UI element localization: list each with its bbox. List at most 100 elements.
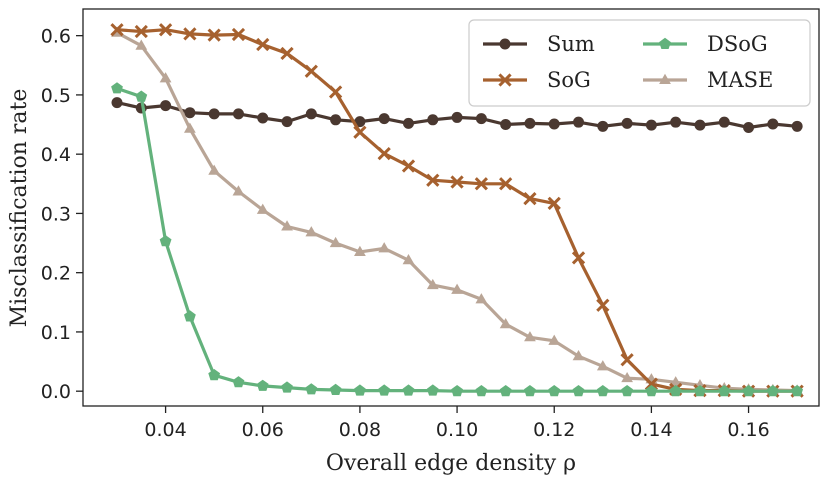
- data-point-sog: [256, 37, 270, 52]
- data-point-sog: [620, 353, 634, 367]
- data-point-mase: [499, 318, 512, 329]
- data-point-dsog: [499, 385, 512, 397]
- legend-frame: [468, 19, 811, 107]
- data-point-dsog: [475, 385, 488, 397]
- data-point-dsog: [329, 383, 342, 395]
- legend-marker-mase: [659, 73, 671, 85]
- data-point-sum: [548, 118, 560, 130]
- data-point-dsog: [669, 385, 682, 397]
- legend-item-sum: Sum: [483, 32, 595, 56]
- data-point-sum: [427, 114, 439, 126]
- series-line-dsog: [116, 86, 798, 393]
- legend-label-sog: SoG: [547, 68, 591, 92]
- data-point-sum: [111, 97, 123, 109]
- data-point-mase: [669, 376, 682, 387]
- data-point-dsog: [451, 385, 463, 397]
- data-point-dsog: [791, 385, 803, 397]
- y-tick-label: 0.6: [41, 26, 71, 48]
- data-point-sog: [134, 24, 148, 39]
- data-point-dsog: [572, 385, 585, 397]
- x-tick-label: 0.16: [727, 419, 769, 441]
- data-point-mase: [183, 122, 196, 133]
- data-point-sog: [523, 191, 537, 206]
- data-point-dsog: [256, 379, 269, 391]
- series-dsog: [111, 82, 803, 397]
- data-point-dsog: [694, 385, 706, 397]
- x-tick-label: 0.14: [630, 419, 672, 441]
- data-point-mase: [281, 220, 293, 231]
- data-point-sog: [183, 27, 197, 41]
- data-point-mase: [256, 203, 269, 214]
- data-point-sog: [110, 23, 124, 37]
- data-point-sog: [353, 125, 367, 139]
- legend: Sum SoG DSoG MASE: [468, 19, 811, 107]
- data-point-sog: [596, 298, 610, 312]
- data-point-sum: [475, 113, 487, 125]
- x-axis: 0.04 0.06 0.08 0.10 0.12 0.14 0.16: [144, 406, 770, 441]
- data-point-dsog: [645, 385, 658, 397]
- data-point-dsog: [402, 384, 415, 396]
- data-point-sum: [500, 119, 512, 131]
- data-point-sum: [767, 118, 779, 130]
- data-point-sum: [402, 117, 414, 129]
- data-point-mase: [354, 245, 366, 256]
- data-point-sum: [354, 116, 366, 128]
- y-tick-label: 0.3: [41, 203, 71, 225]
- data-point-sog: [231, 27, 246, 42]
- data-point-sog: [401, 159, 416, 173]
- data-point-mase: [426, 278, 439, 290]
- legend-label-mase: MASE: [707, 68, 773, 92]
- data-point-dsog: [596, 385, 609, 397]
- data-point-sum: [694, 119, 706, 131]
- plot-frame: [82, 8, 820, 407]
- data-point-dsog: [281, 381, 293, 393]
- data-point-dsog: [354, 384, 366, 396]
- data-point-sum: [208, 108, 220, 120]
- data-point-sog: [280, 46, 294, 61]
- y-tick-label: 0.4: [41, 144, 71, 166]
- data-point-sog: [426, 173, 440, 187]
- data-point-dsog: [718, 385, 731, 397]
- data-point-dsog: [742, 385, 755, 397]
- data-point-sum: [524, 117, 536, 129]
- x-tick-label: 0.12: [533, 419, 575, 441]
- series-mase: [111, 26, 804, 395]
- data-point-mase: [524, 331, 536, 342]
- data-point-sum: [305, 108, 317, 120]
- data-point-mase: [621, 371, 633, 383]
- data-point-sog: [571, 251, 586, 265]
- x-tick-label: 0.10: [436, 419, 478, 441]
- data-point-sog: [328, 85, 343, 99]
- data-point-dsog: [767, 385, 779, 397]
- data-point-sum: [791, 120, 803, 132]
- data-point-dsog: [378, 384, 391, 396]
- legend-item-mase: MASE: [643, 68, 773, 92]
- data-point-mase: [329, 236, 342, 248]
- data-point-dsog: [111, 82, 123, 94]
- data-point-dsog: [524, 385, 536, 397]
- data-point-sum: [645, 119, 657, 131]
- data-point-dsog: [184, 310, 196, 322]
- data-point-mase: [208, 164, 221, 175]
- data-point-mase: [596, 360, 609, 371]
- data-point-sum: [184, 107, 196, 119]
- y-axis: 0.0 0.1 0.2 0.3 0.4 0.5 0.6: [41, 26, 83, 403]
- data-point-mase: [548, 334, 561, 345]
- data-point-sum: [451, 111, 463, 123]
- data-point-sog: [499, 177, 513, 191]
- data-point-sog: [304, 64, 318, 78]
- data-point-sog: [474, 177, 488, 191]
- data-point-sog: [450, 175, 464, 189]
- data-point-sum: [718, 116, 730, 128]
- data-point-sum: [378, 113, 390, 125]
- data-point-sum: [573, 116, 585, 128]
- data-point-sum: [743, 122, 755, 134]
- data-point-dsog: [135, 90, 148, 102]
- legend-label-sum: Sum: [547, 32, 595, 56]
- data-point-mase: [378, 242, 391, 253]
- y-tick-label: 0.5: [41, 85, 71, 107]
- legend-label-dsog: DSoG: [707, 32, 768, 56]
- data-point-dsog: [621, 385, 633, 397]
- data-point-mase: [572, 350, 585, 361]
- x-tick-label: 0.08: [339, 419, 381, 441]
